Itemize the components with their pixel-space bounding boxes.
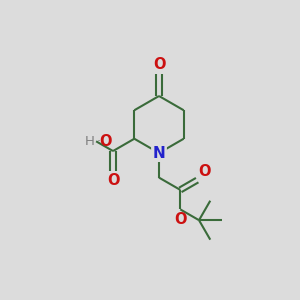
Text: O: O bbox=[199, 164, 211, 179]
Text: O: O bbox=[174, 212, 187, 226]
Text: O: O bbox=[107, 173, 119, 188]
Text: H: H bbox=[85, 135, 94, 148]
Text: O: O bbox=[100, 134, 112, 149]
Text: N: N bbox=[153, 146, 165, 160]
Text: O: O bbox=[153, 57, 165, 72]
Text: ·: · bbox=[96, 135, 100, 148]
